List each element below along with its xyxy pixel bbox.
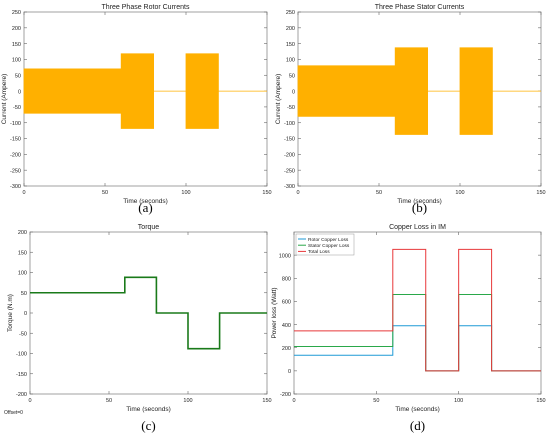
legend-entry: Rotor Copper Loss — [308, 237, 349, 243]
y-axis-label: Power loss (Watt) — [271, 287, 278, 338]
y-tick-label: 50 — [15, 73, 21, 79]
y-tick-label: 600 — [282, 300, 291, 306]
y-tick-label: 50 — [21, 291, 27, 297]
y-axis-label: Current (Ampere) — [275, 74, 282, 125]
x-tick-label: 150 — [262, 398, 271, 404]
chart-a: Three Phase Rotor Currents -300 -250 -200 -1… — [1, 4, 272, 215]
current-envelope — [297, 47, 541, 135]
x-tick-label: 150 — [262, 190, 271, 196]
y-tick-label: -250 — [10, 168, 21, 174]
legend-entry: Stator Copper Loss — [308, 243, 350, 249]
y-tick-label: 0 — [24, 311, 27, 317]
y-tick-label: -100 — [10, 121, 21, 127]
y-tick-label: -50 — [287, 105, 295, 111]
y-tick-label: 100 — [12, 58, 21, 64]
y-tick-label: 0 — [18, 89, 21, 95]
y-tick-label: -300 — [10, 184, 21, 190]
y-tick-label: -200 — [16, 392, 27, 398]
panel-label: (c) — [141, 418, 155, 433]
y-tick-label: 250 — [286, 10, 295, 16]
y-tick-label: 100 — [286, 58, 295, 64]
y-tick-label: -300 — [284, 184, 295, 190]
panel-label: (b) — [412, 200, 427, 215]
y-tick-label: -200 — [280, 392, 291, 398]
y-tick-label: -50 — [19, 331, 27, 337]
y-tick-label: -250 — [284, 168, 295, 174]
chart-c: Torque -200 -150 -100 -50 0 50 100 150 200 0 50 100 1… — [4, 224, 272, 433]
x-axis-label: Time (seconds) — [126, 406, 171, 413]
y-tick-label: 150 — [18, 250, 27, 256]
y-tick-label: -150 — [10, 137, 21, 143]
y-tick-label: 250 — [12, 10, 21, 16]
chart-b: Three Phase Stator Currents -300 -250 -200 -… — [275, 4, 546, 215]
y-tick-label: 0 — [292, 89, 295, 95]
x-tick-label: 0 — [292, 398, 295, 404]
y-tick-label: -200 — [284, 153, 295, 159]
y-tick-label: 400 — [282, 323, 291, 329]
x-tick-label: 100 — [454, 398, 463, 404]
plot-area — [293, 231, 542, 395]
chart-title: Three Phase Stator Currents — [375, 4, 465, 11]
y-axis-label: Current (Ampere) — [1, 74, 8, 125]
x-tick-label: 50 — [373, 398, 379, 404]
chart-title: Copper Loss in IM — [389, 224, 446, 231]
y-tick-label: 150 — [286, 42, 295, 48]
series-line-0 — [30, 276, 267, 350]
y-tick-label: 200 — [286, 26, 295, 32]
x-axis-label: Time (seconds) — [123, 198, 168, 205]
y-axis-label: Torque (N.m) — [7, 294, 14, 332]
x-tick-label: 0 — [22, 190, 25, 196]
x-tick-label: 50 — [376, 190, 382, 196]
panel-label: (d) — [410, 418, 425, 433]
y-tick-label: -150 — [284, 137, 295, 143]
y-tick-label: -200 — [10, 153, 21, 159]
y-tick-label: -50 — [13, 105, 21, 111]
y-tick-label: 200 — [18, 230, 27, 236]
y-tick-label: 0 — [288, 369, 291, 375]
chart-title: Three Phase Rotor Currents — [102, 4, 190, 11]
y-tick-label: -100 — [16, 352, 27, 358]
panel-label: (a) — [138, 200, 152, 215]
y-tick-label: 200 — [282, 346, 291, 352]
x-tick-label: 50 — [106, 398, 112, 404]
legend-box — [295, 233, 355, 256]
legend-entry: Total Loss — [308, 249, 330, 255]
x-tick-label: 100 — [183, 398, 192, 404]
x-tick-label: 0 — [296, 190, 299, 196]
x-tick-label: 50 — [102, 190, 108, 196]
x-tick-label: 0 — [28, 398, 31, 404]
y-tick-label: 100 — [18, 271, 27, 277]
x-tick-label: 100 — [181, 190, 190, 196]
x-tick-label: 100 — [455, 190, 464, 196]
chart-title: Torque — [138, 224, 160, 231]
x-tick-label: 150 — [536, 398, 545, 404]
offset-note: Offset=0 — [4, 410, 23, 416]
y-tick-label: 1000 — [279, 253, 291, 259]
series-line-2 — [294, 248, 541, 372]
x-axis-label: Time (seconds) — [395, 406, 440, 413]
current-envelope — [23, 53, 267, 129]
y-tick-label: 800 — [282, 276, 291, 282]
y-tick-label: 50 — [289, 73, 295, 79]
y-tick-label: -100 — [284, 121, 295, 127]
y-tick-label: -150 — [16, 372, 27, 378]
x-tick-label: 150 — [536, 190, 545, 196]
y-tick-label: 150 — [12, 42, 21, 48]
x-axis-label: Time (seconds) — [397, 198, 442, 205]
y-tick-label: 200 — [12, 26, 21, 32]
